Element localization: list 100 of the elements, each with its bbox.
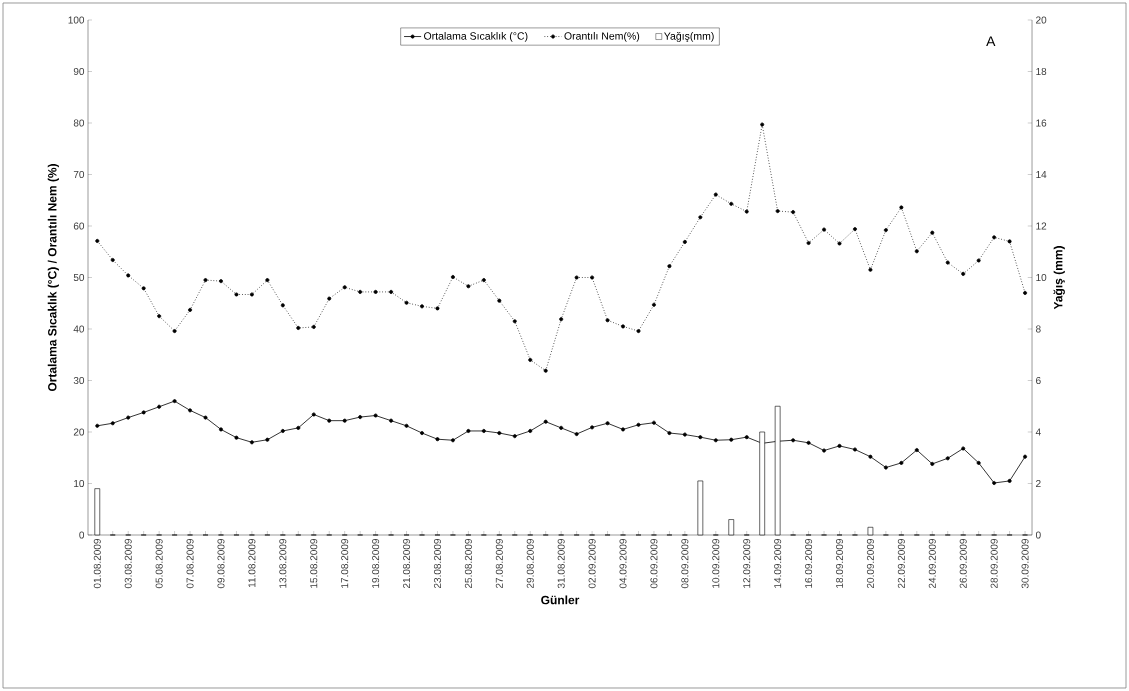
point	[126, 415, 131, 420]
point	[930, 461, 935, 466]
x-tick-label: 30.09.2009	[1021, 539, 1029, 589]
legend-label: Yağış(mm)	[664, 31, 714, 42]
point	[404, 423, 409, 428]
annotation: A	[986, 36, 996, 47]
point	[234, 435, 239, 440]
y2-tick-label: 16	[1036, 119, 1047, 127]
point	[806, 440, 811, 445]
x-tick-label: 16.09.2009	[805, 539, 813, 588]
y-axis-title: Ortalama Sıcaklık (°C) / Orantılı Nem (%)	[47, 164, 59, 392]
x-tick-label: 29.08.2009	[526, 539, 534, 589]
x-tick-label: 15.08.2009	[310, 539, 318, 588]
point	[466, 428, 471, 433]
x-tick-label: 01.08.2009	[93, 539, 101, 589]
point	[651, 420, 656, 425]
point	[528, 428, 533, 433]
x-tick-label: 17.08.2009	[341, 539, 349, 588]
y2-tick-label: 20	[1036, 16, 1047, 24]
y-tick-label: 70	[73, 170, 85, 179]
point	[157, 404, 162, 409]
point	[791, 438, 796, 443]
legend-label: Orantılı Nem(%)	[564, 31, 640, 42]
point	[497, 431, 502, 436]
y-tick-label: 90	[73, 67, 85, 76]
x-tick-label: 09.08.2009	[217, 539, 225, 589]
point	[713, 438, 718, 443]
point	[342, 418, 347, 423]
y2-tick-label: 2	[1036, 480, 1041, 487]
point	[172, 399, 177, 404]
point	[837, 443, 842, 448]
y-tick-label: 20	[73, 428, 85, 436]
x-tick-label: 12.09.2009	[743, 539, 751, 588]
point	[188, 408, 193, 413]
x-tick-label: 18.09.2009	[835, 539, 844, 588]
point	[636, 422, 641, 427]
x-tick-label: 10.09.2009	[712, 539, 720, 588]
x-axis-title: Günler	[541, 595, 580, 605]
x-tick-label: 07.08.2009	[186, 539, 194, 589]
y-tick-label: 80	[73, 119, 85, 127]
point	[899, 460, 904, 465]
point	[883, 465, 888, 470]
x-tick-label: 26.09.2009	[959, 539, 967, 589]
y-tick-label: 60	[73, 222, 85, 230]
x-tick-label: 24.09.2009	[928, 539, 936, 589]
point	[667, 431, 672, 436]
point	[280, 428, 285, 433]
point	[420, 431, 424, 436]
point	[852, 447, 857, 452]
y-tick-label: 40	[73, 325, 85, 333]
point	[141, 410, 146, 415]
point	[682, 432, 687, 437]
point	[945, 456, 950, 461]
y2-tick-label: 8	[1035, 325, 1041, 333]
x-tick-label: 13.08.2009	[279, 539, 287, 588]
point	[605, 421, 610, 426]
x-tick-label: 05.08.2009	[155, 539, 163, 589]
x-tick-label: 31.08.2009	[557, 539, 565, 589]
point	[435, 437, 440, 442]
x-tick-label: 20.09.2009	[866, 539, 874, 589]
point	[729, 437, 734, 442]
point	[389, 418, 394, 423]
x-tick-label: 03.08.2009	[124, 539, 132, 589]
point	[110, 421, 115, 426]
point	[992, 480, 997, 485]
y2-tick-label: 6	[1036, 376, 1041, 385]
point	[512, 434, 517, 439]
x-tick-label: 28.09.2009	[990, 539, 998, 589]
point	[1023, 454, 1028, 459]
x-tick-label: 21.08.2009	[403, 539, 411, 589]
point	[95, 423, 100, 428]
point	[450, 438, 455, 443]
y-tick-label: 50	[73, 273, 85, 282]
point	[914, 448, 919, 453]
point	[543, 419, 548, 424]
y2-tick-label: 12	[1036, 222, 1047, 230]
point	[976, 460, 981, 465]
point	[311, 412, 316, 417]
point	[358, 415, 363, 420]
x-tick-label: 08.09.2009	[681, 539, 689, 589]
x-tick-label: 02.09.2009	[588, 539, 596, 589]
x-tick-label: 14.09.2009	[774, 539, 782, 588]
point	[265, 437, 270, 442]
point	[249, 440, 254, 445]
x-tick-label: 06.09.2009	[650, 539, 658, 589]
point	[559, 425, 564, 430]
y2-tick-label: 14	[1036, 171, 1047, 178]
point	[327, 418, 332, 423]
y-tick-label: 0	[79, 531, 85, 539]
point	[218, 427, 223, 432]
y2-axis-title: Yağış (mm)	[1053, 246, 1065, 310]
x-tick-label: 27.08.2009	[495, 539, 503, 589]
y-tick-label: 100	[68, 16, 85, 24]
x-tick-label: 23.08.2009	[433, 539, 441, 589]
point	[1007, 478, 1012, 483]
point	[481, 428, 486, 433]
point	[868, 454, 873, 459]
point	[822, 448, 827, 453]
point	[621, 427, 626, 432]
x-tick-label: 04.09.2009	[619, 539, 627, 589]
